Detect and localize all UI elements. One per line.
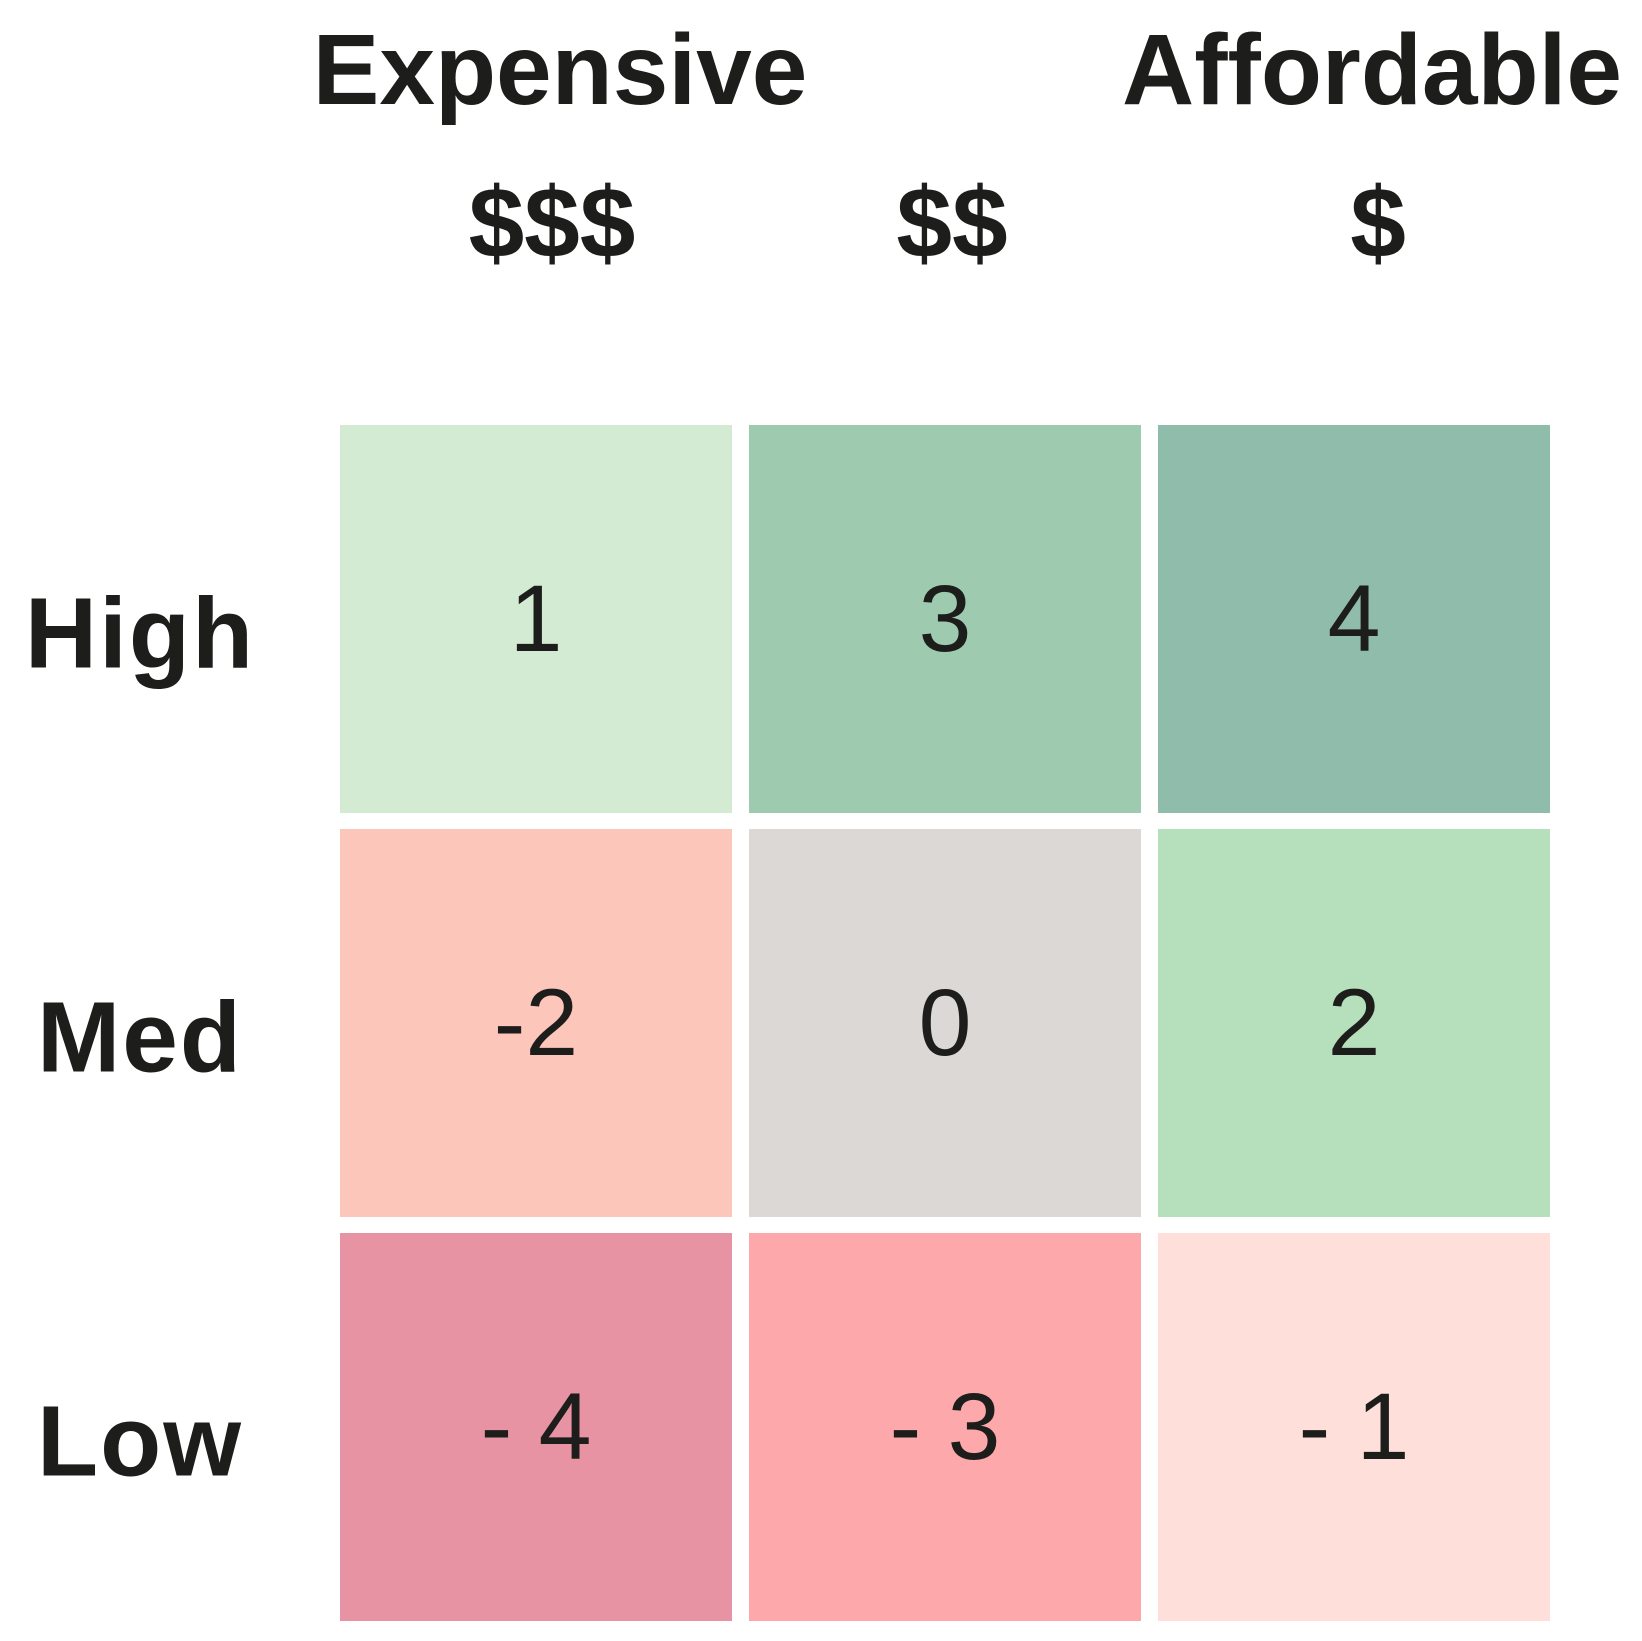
column-label-price-high: $$$ <box>468 167 636 279</box>
matrix-cell-low-mid: - 3 <box>749 1233 1141 1621</box>
matrix-cell-high-expensive: 1 <box>340 425 732 813</box>
column-label-price-mid: $$ <box>896 167 1008 279</box>
matrix-grid: 1 3 4 -2 0 2 - 4 - 3 - 1 <box>340 425 1550 1621</box>
column-label-price-low: $ <box>1350 167 1406 279</box>
row-label-med: Med <box>37 981 243 1094</box>
matrix-cell-med-affordable: 2 <box>1158 829 1550 1217</box>
matrix-cell-low-expensive: - 4 <box>340 1233 732 1621</box>
column-group-label-expensive: Expensive <box>312 14 808 126</box>
row-label-low: Low <box>37 1385 243 1498</box>
matrix-cell-med-mid: 0 <box>749 829 1141 1217</box>
column-group-label-affordable: Affordable <box>1122 14 1622 126</box>
matrix-cell-high-mid: 3 <box>749 425 1141 813</box>
row-label-high: High <box>24 577 256 690</box>
matrix-cell-high-affordable: 4 <box>1158 425 1550 813</box>
matrix-cell-low-affordable: - 1 <box>1158 1233 1550 1621</box>
matrix-cell-med-expensive: -2 <box>340 829 732 1217</box>
